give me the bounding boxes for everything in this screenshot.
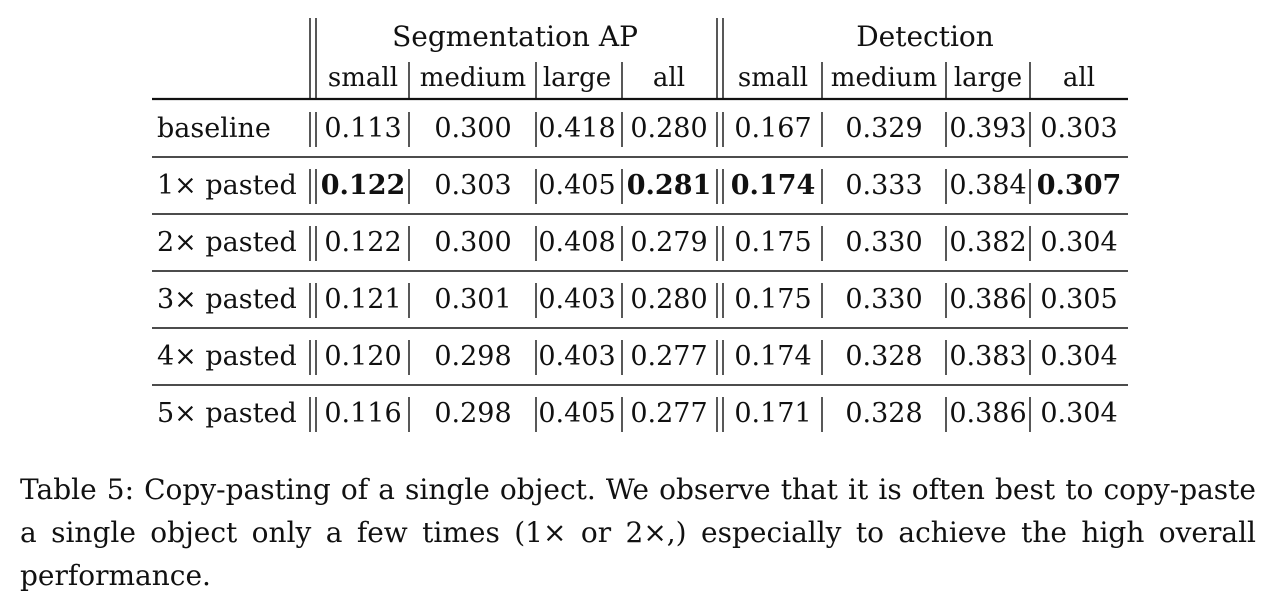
table-cell: 0.382 [949,227,1026,258]
table-cell: 0.384 [949,170,1026,201]
table-cell: 0.330 [845,227,922,258]
column-header-seg-small: small [328,63,398,93]
table-cell: 0.277 [630,341,707,372]
table-cell: 0.304 [1040,341,1117,372]
table-cell: 0.408 [538,227,615,258]
column-header-seg-medium: medium [420,63,526,93]
table-cell: 0.175 [734,284,811,315]
column-header-det-medium: medium [831,63,937,93]
table-cell: 0.280 [630,113,707,144]
row-label: 4× pasted [157,341,297,372]
table-cell: 0.113 [324,113,401,144]
table-cell: 0.303 [434,170,511,201]
table-cell: 0.300 [434,113,511,144]
table-cell: 0.386 [949,398,1026,429]
table-cell: 0.304 [1040,398,1117,429]
column-header-det-large: large [954,63,1022,93]
table-cell: 0.329 [845,113,922,144]
table-cell: 0.298 [434,341,511,372]
table-cell: 0.418 [538,113,615,144]
row-label: 5× pasted [157,398,297,429]
table-cell: 0.301 [434,284,511,315]
table-cell: 0.328 [845,398,922,429]
column-header-det-small: small [738,63,808,93]
table-cell: 0.403 [538,341,615,372]
table-cell: 0.175 [734,227,811,258]
table-cell: 0.174 [731,170,816,201]
table-cell: 0.405 [538,398,615,429]
row-label: 2× pasted [157,227,297,258]
table-cell: 0.298 [434,398,511,429]
group-header-segmentation: Segmentation AP [392,20,638,53]
results-table: Segmentation AP Detection small medium large… [152,18,1128,432]
table-cell: 0.386 [949,284,1026,315]
table-cell: 0.122 [324,227,401,258]
table-cell: 0.171 [734,398,811,429]
row-label: baseline [157,113,271,144]
table-cell: 0.280 [630,284,707,315]
table-cell: 0.277 [630,398,707,429]
table-cell: 0.304 [1040,227,1117,258]
column-header-seg-all: all [653,63,685,93]
column-header-det-all: all [1063,63,1095,93]
table-cell: 0.174 [734,341,811,372]
table-cell: 0.383 [949,341,1026,372]
table-cell: 0.393 [949,113,1026,144]
column-header-seg-large: large [543,63,611,93]
group-header-detection: Detection [856,20,994,53]
table-cell: 0.333 [845,170,922,201]
table-cell: 0.328 [845,341,922,372]
table-cell: 0.120 [324,341,401,372]
table-cell: 0.303 [1040,113,1117,144]
table-cell: 0.305 [1040,284,1117,315]
table-cell: 0.403 [538,284,615,315]
table-cell: 0.121 [324,284,401,315]
row-label: 3× pasted [157,284,297,315]
table-cell: 0.116 [324,398,401,429]
table-cell: 0.122 [321,170,406,201]
table-cell: 0.281 [627,170,712,201]
table-cell: 0.330 [845,284,922,315]
table-cell: 0.279 [630,227,707,258]
row-label: 1× pasted [157,170,297,201]
table-cell: 0.300 [434,227,511,258]
table-cell: 0.405 [538,170,615,201]
table-cell: 0.167 [734,113,811,144]
table-cell: 0.307 [1037,170,1122,201]
table-caption: Table 5: Copy-pasting of a single object… [20,473,1256,592]
